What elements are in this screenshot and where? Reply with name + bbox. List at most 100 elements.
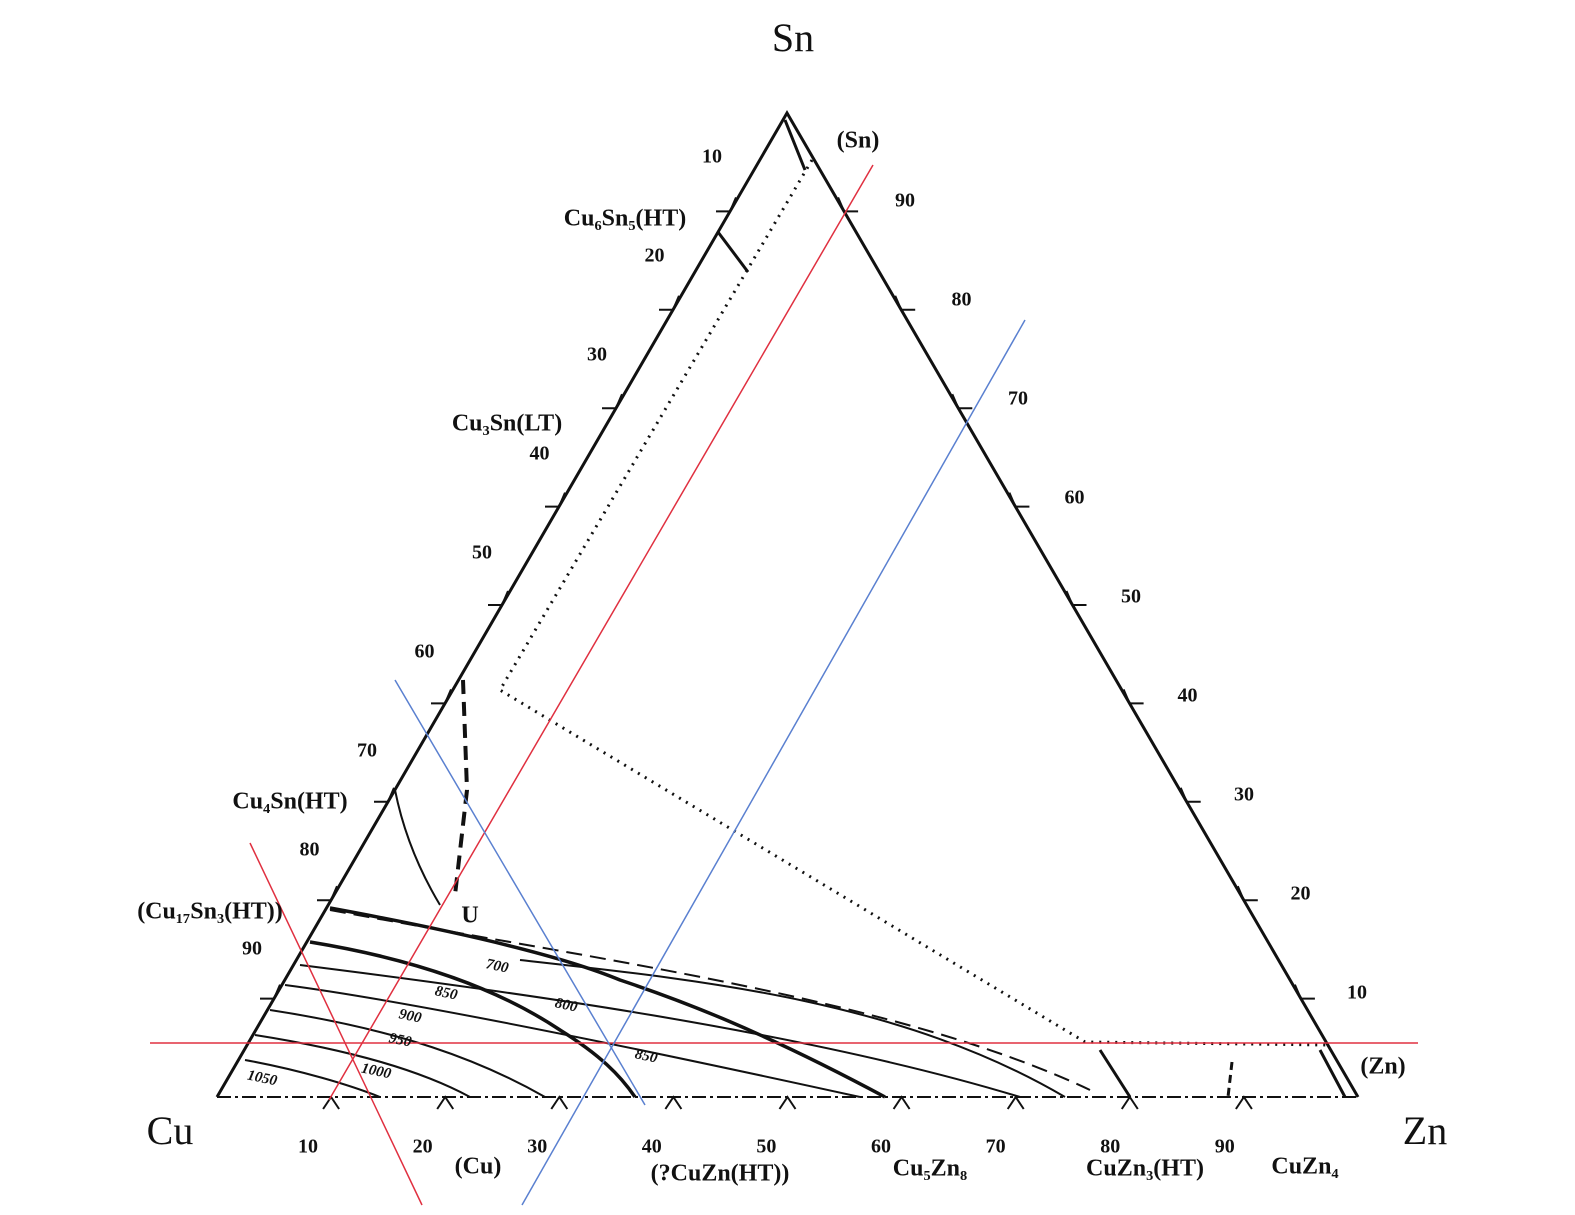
tick-mark — [550, 1095, 569, 1110]
tick-label: 50 — [756, 1136, 776, 1158]
liquidus-curve — [309, 940, 637, 1098]
tick-mark — [1179, 787, 1201, 803]
tick-label: 80 — [1100, 1136, 1120, 1158]
labels: 10 20 30 40 50 60 70 80 90 90 80 70 60 50 40 30 20 10 10 20… — [137, 128, 1405, 1187]
tick-mark — [894, 295, 916, 311]
phase-label: CuZn₄ — [1271, 1154, 1338, 1180]
tick-mark — [374, 787, 395, 803]
tick-label: 30 — [1234, 784, 1254, 806]
phase-boundary — [1098, 1049, 1132, 1098]
phase-boundary — [783, 119, 807, 171]
tick-label: 50 — [1121, 586, 1141, 608]
isotherm-label: 800 — [553, 995, 579, 1015]
red-line — [328, 164, 874, 1101]
vertex-label: Sn — [772, 15, 814, 60]
tick-mark — [892, 1095, 911, 1110]
tick-mark — [664, 1095, 683, 1110]
phase-boundary — [1226, 1061, 1234, 1098]
phase-boundary — [1318, 1049, 1347, 1098]
phase-label: Cu₆Sn₅(HT) — [564, 206, 686, 232]
tick-mark — [778, 1095, 797, 1110]
phase-label: (Cu₁₇Sn₃(HT)) — [137, 899, 283, 925]
isotherm — [519, 959, 1066, 1098]
tick-label: 90 — [242, 938, 262, 960]
blue-line — [394, 679, 646, 1106]
diagram-lines — [215, 110, 1360, 1110]
isotherm — [254, 1034, 471, 1098]
tick-mark — [1122, 689, 1144, 705]
axis-ticks — [260, 197, 1315, 1110]
tick-mark — [659, 295, 680, 311]
tick-label: 10 — [1347, 982, 1367, 1004]
isotherm — [284, 984, 861, 1098]
tick-mark — [260, 984, 281, 1000]
phase-label: (Sn) — [837, 128, 880, 154]
tick-label: 60 — [415, 641, 435, 663]
tick-mark — [431, 689, 452, 705]
tick-mark — [545, 492, 566, 508]
vertex-label: Zn — [1403, 1108, 1447, 1153]
tick-mark — [602, 393, 623, 410]
tick-mark — [1120, 1095, 1139, 1110]
blue-line — [521, 319, 1026, 1206]
phase-label: (?CuZn(HT)) — [651, 1161, 790, 1187]
tick-mark — [1293, 984, 1315, 1000]
tick-mark — [1065, 590, 1087, 606]
liquidus-curve — [329, 906, 886, 1099]
tick-label: 40 — [1178, 685, 1198, 707]
isotherm — [299, 964, 1021, 1098]
isotherm-label: 850 — [633, 1046, 659, 1066]
red-line — [249, 842, 423, 1206]
tick-label: 30 — [587, 344, 607, 366]
tick-label: 20 — [1291, 883, 1311, 905]
isotherm-label: 700 — [484, 956, 510, 976]
tick-label: 70 — [986, 1136, 1006, 1158]
tick-mark — [488, 590, 509, 606]
tick-label: 90 — [895, 190, 915, 212]
phase-boundary — [716, 231, 750, 273]
isotherm-label: 950 — [387, 1030, 413, 1050]
tick-label: 90 — [1215, 1136, 1235, 1158]
tick-label: 70 — [1008, 388, 1028, 410]
tick-label: 50 — [472, 542, 492, 564]
tick-label: 80 — [300, 839, 320, 861]
phase-boundary — [394, 789, 441, 906]
tick-label: 30 — [527, 1136, 547, 1158]
tick-label: 20 — [413, 1136, 433, 1158]
isotherm-label: 900 — [397, 1006, 423, 1026]
vertex-label: Cu — [147, 1108, 194, 1153]
dashed-curve — [329, 909, 1091, 1091]
tick-label: 70 — [357, 740, 377, 762]
tick-mark — [951, 393, 973, 410]
overlay-lines — [150, 164, 1418, 1206]
tick-label: 10 — [702, 146, 722, 168]
triangle-sides — [215, 110, 1360, 1098]
tick-mark — [716, 197, 737, 213]
tick-label: 40 — [642, 1136, 662, 1158]
tick-mark — [837, 197, 859, 213]
tick-mark — [317, 885, 338, 902]
tick-mark — [1235, 1095, 1253, 1110]
phase-label: U — [461, 903, 478, 929]
tick-mark — [322, 1095, 340, 1110]
dotted-boundary — [497, 159, 1331, 1047]
phase-label: (Zn) — [1360, 1054, 1405, 1080]
tick-label: 80 — [952, 289, 972, 311]
tick-mark — [1006, 1095, 1025, 1110]
phase-label: Cu₅Zn₈ — [893, 1156, 967, 1182]
tick-mark — [1236, 885, 1258, 902]
tick-label: 20 — [645, 245, 665, 267]
tick-mark — [1008, 492, 1030, 508]
isotherm-label: 1050 — [246, 1068, 279, 1090]
tick-label: 10 — [298, 1136, 318, 1158]
tick-label: 40 — [530, 443, 550, 465]
dashed-boundary — [453, 679, 470, 896]
isotherm-label: 850 — [433, 983, 459, 1003]
tick-mark — [436, 1095, 455, 1110]
tick-label: 60 — [1065, 487, 1085, 509]
phase-label: CuZn₃(HT) — [1086, 1156, 1204, 1182]
phase-label: (Cu) — [455, 1154, 502, 1180]
isotherm-label: 1000 — [360, 1061, 393, 1083]
tick-label: 60 — [871, 1136, 891, 1158]
